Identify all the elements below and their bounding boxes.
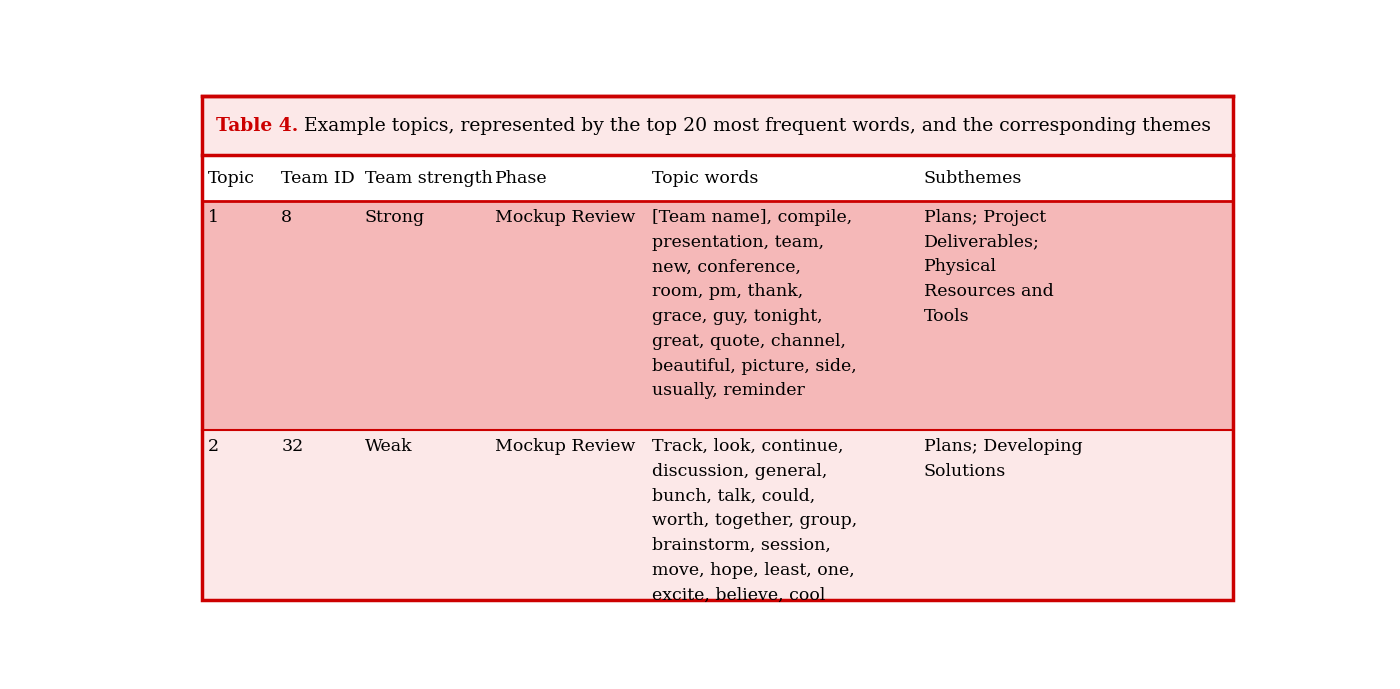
- Text: Topic: Topic: [207, 169, 255, 187]
- Text: Plans; Project
Deliverables;
Physical
Resources and
Tools: Plans; Project Deliverables; Physical Re…: [924, 209, 1053, 325]
- Text: 2: 2: [207, 438, 218, 455]
- Bar: [202, 200, 1233, 430]
- Text: Strong: Strong: [365, 209, 426, 226]
- Text: Track, look, continue,
discussion, general,
bunch, talk, could,
worth, together,: Track, look, continue, discussion, gener…: [652, 438, 858, 604]
- Text: Team strength: Team strength: [365, 169, 493, 187]
- Text: 8: 8: [281, 209, 293, 226]
- Text: Example topics, represented by the top 20 most frequent words, and the correspon: Example topics, represented by the top 2…: [293, 116, 1211, 134]
- Text: 1: 1: [207, 209, 218, 226]
- Text: Weak: Weak: [365, 438, 413, 455]
- Text: Table 4.: Table 4.: [216, 116, 298, 134]
- Text: Mockup Review: Mockup Review: [496, 209, 636, 226]
- Bar: [202, 96, 1233, 156]
- Bar: [202, 156, 1233, 200]
- Text: Plans; Developing
Solutions: Plans; Developing Solutions: [924, 438, 1082, 480]
- Text: Phase: Phase: [496, 169, 547, 187]
- Text: [Team name], compile,
presentation, team,
new, conference,
room, pm, thank,
grac: [Team name], compile, presentation, team…: [652, 209, 857, 400]
- Text: Topic words: Topic words: [652, 169, 759, 187]
- Text: Mockup Review: Mockup Review: [496, 438, 636, 455]
- Bar: [202, 430, 1233, 600]
- Text: 32: 32: [281, 438, 304, 455]
- Text: Team ID: Team ID: [281, 169, 356, 187]
- Text: Subthemes: Subthemes: [924, 169, 1022, 187]
